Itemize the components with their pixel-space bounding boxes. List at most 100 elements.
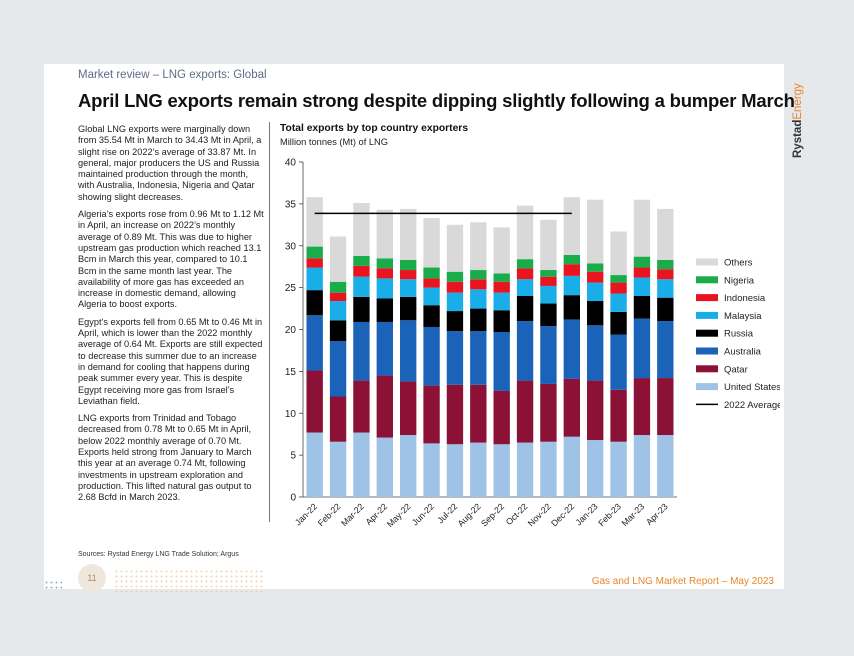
bar-segment-others [470,222,487,271]
x-tick-label: May-22 [385,501,413,527]
bar-segment-indonesia [657,269,674,280]
chart-ylabel: Million tonnes (Mt) of LNG [280,137,388,147]
legend-label-2022-average: 2022 Average [724,400,780,411]
bar-segment-australia [329,341,347,397]
bar-segment-russia [329,320,347,342]
bar-segment-united-states [470,442,487,497]
bar-segment-australia [633,318,651,379]
y-tick-label: 5 [290,451,296,462]
paragraph-algeria: Algeria’s exports rose from 0.96 Mt to 1… [78,209,264,310]
x-tick-label: Mar-23 [620,501,647,527]
bar-segment-malaysia [633,277,651,296]
bar-segment-russia [657,297,674,322]
bar-segment-australia [493,332,510,391]
bar-segment-nigeria [563,254,580,265]
bar-segment-united-states [306,432,323,497]
legend-swatch-nigeria [696,276,718,284]
bar-segment-malaysia [306,267,323,291]
x-tick-label: Nov-22 [526,501,553,527]
bar-segment-indonesia [353,265,370,277]
x-tick-label: Jan-23 [574,501,600,527]
bar-segment-australia [423,326,440,386]
bar-segment-malaysia [423,287,440,306]
bar-segment-united-states [400,435,417,497]
bar-segment-malaysia [657,279,674,298]
chart-title: Total exports by top country exporters [280,123,469,134]
bar-segment-russia [540,303,557,327]
bar-segment-indonesia [540,276,557,286]
bar-segment-russia [516,296,534,322]
bar-segment-australia [540,326,557,384]
legend-label-russia: Russia [724,329,754,340]
legend-label-malaysia: Malaysia [724,311,762,322]
bar-segment-russia [493,310,510,333]
x-tick-label: Feb-23 [596,501,623,527]
x-tick-label: Dec-22 [549,501,576,527]
legend-swatch-malaysia [696,311,718,319]
bar-segment-nigeria [446,271,464,282]
bar-segment-united-states [423,443,440,497]
bar-segment-others [516,205,534,260]
bar-segment-russia [423,305,440,327]
bar-segment-others [423,218,440,268]
bar-segment-others [493,227,510,274]
bar-segment-indonesia [470,279,487,290]
bar-segment-qatar [493,390,510,445]
bar-segment-qatar [353,380,370,433]
bar-segment-qatar [329,396,347,442]
bar-segment-others [540,219,557,271]
y-tick-label: 40 [285,158,297,169]
x-tick-label: Jun-22 [410,501,436,527]
bar-segment-indonesia [516,268,534,280]
bar-segment-others [610,231,627,276]
bar-segment-others [353,203,370,256]
x-tick-label: Oct-22 [504,501,530,527]
column-divider [269,122,270,522]
bar-segment-nigeria [493,273,510,282]
bar-segment-russia [610,311,627,335]
bar-segment-australia [563,319,580,379]
bar-segment-indonesia [493,281,510,293]
bar-segment-united-states [353,432,370,497]
bar-segment-russia [563,295,580,320]
bar-segment-qatar [423,385,440,444]
bar-segment-australia [657,321,674,379]
bar-segment-qatar [610,389,627,442]
bar-segment-nigeria [423,267,440,279]
sources-note: Sources: Rystad Energy LNG Trade Solutio… [78,551,239,558]
bar-segment-australia [306,315,323,371]
bar-segment-qatar [470,384,487,443]
bar-segment-united-states [657,435,674,497]
y-tick-label: 25 [285,283,297,294]
bar-segment-russia [353,296,370,322]
x-tick-label: Aug-22 [456,501,483,527]
paragraph-egypt: Egypt’s exports fell from 0.65 Mt to 0.4… [78,316,263,406]
bar-segment-russia [633,296,651,319]
bar-segment-indonesia [423,278,440,288]
bar-segment-nigeria [306,246,323,259]
bar-segment-others [376,209,393,259]
bar-segment-indonesia [329,292,347,302]
bar-segment-united-states [446,444,464,497]
section-label: Market review – LNG exports: Global [78,69,267,81]
bar-segment-russia [470,308,487,332]
bar-segment-malaysia [563,275,580,296]
bar-segment-nigeria [633,256,651,268]
y-tick-label: 35 [285,199,297,210]
bar-segment-australia [587,325,604,381]
bar-segment-qatar [400,381,417,436]
bar-segment-russia [446,311,464,332]
legend-label-australia: Australia [724,347,762,358]
bar-segment-australia [400,320,417,382]
bar-segment-nigeria [587,263,604,272]
legend-label-qatar: Qatar [724,364,748,375]
paragraph-trinidad: LNG exports from Trinidad and Tobago dec… [78,413,252,503]
bar-segment-others [329,236,347,282]
legend-swatch-russia [696,329,718,337]
bar-segment-united-states [587,440,604,497]
decorative-dots-left [44,580,62,590]
x-tick-label: Feb-22 [316,501,343,527]
bar-segment-indonesia [376,268,393,279]
bar-segment-malaysia [400,279,417,297]
bar-segment-australia [610,334,627,390]
